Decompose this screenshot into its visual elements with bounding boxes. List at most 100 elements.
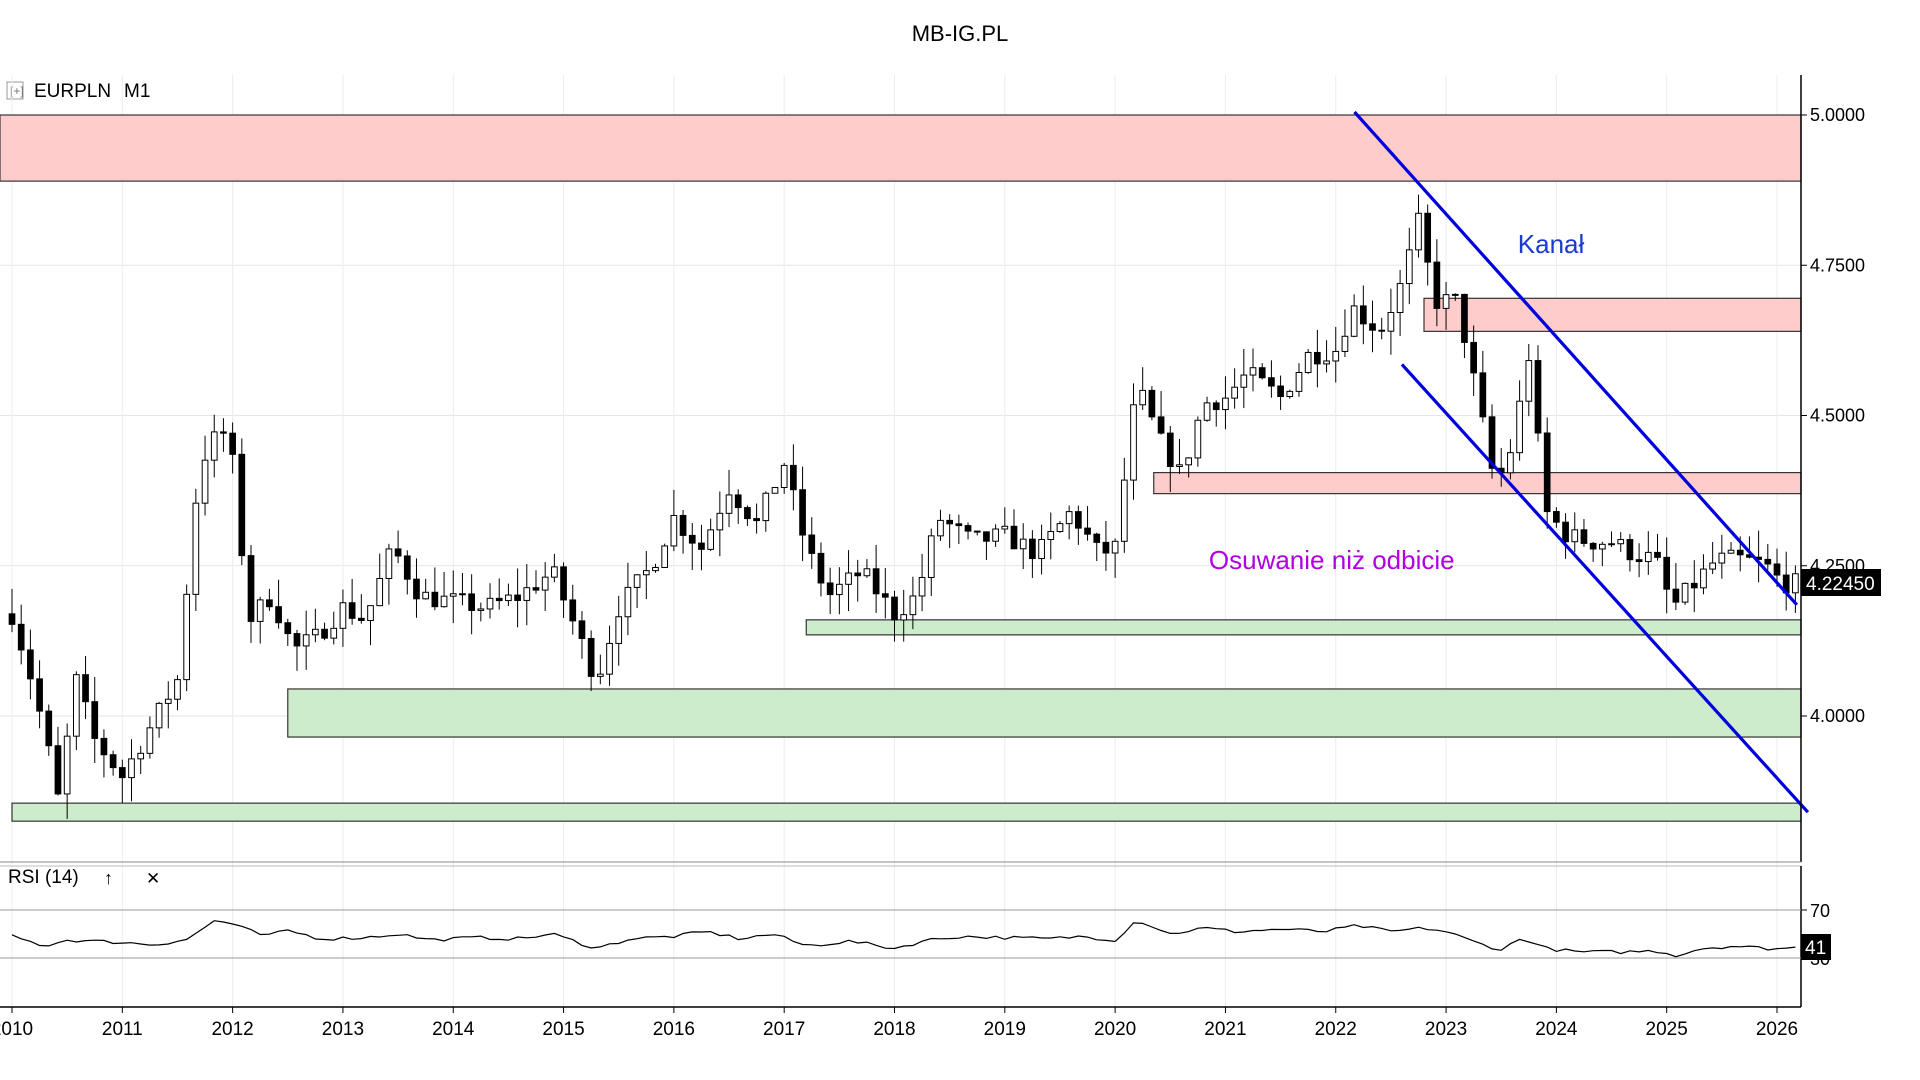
candle-body: [1029, 538, 1036, 560]
rsi-label: RSI (14): [8, 867, 79, 888]
candle-body: [707, 529, 714, 550]
annotation-label: Osuwanie niż odbicie: [1209, 545, 1455, 575]
time-tick-label: 2018: [873, 1019, 915, 1040]
candle-body: [477, 608, 485, 611]
expand-glyph: [+]: [10, 84, 24, 98]
rsi-value-tag: 41: [1801, 934, 1831, 960]
candle-body: [486, 597, 494, 610]
candle-body: [505, 594, 512, 602]
candle-body: [1479, 372, 1487, 418]
candle-body: [118, 767, 126, 779]
candle-body: [541, 576, 549, 591]
candle-body: [1323, 360, 1330, 365]
candle-body: [1718, 552, 1726, 564]
candle-body: [376, 577, 384, 607]
candle-body: [1240, 374, 1248, 388]
candle-body: [1681, 582, 1689, 603]
candle-body: [183, 593, 191, 681]
candle-body: [1396, 283, 1404, 314]
candle-body: [1507, 452, 1514, 474]
close-icon[interactable]: ✕: [146, 869, 160, 888]
candle-body: [17, 623, 25, 651]
candle-body: [54, 745, 62, 795]
candle-body: [137, 752, 145, 760]
candle-body: [1571, 529, 1579, 543]
candle-body: [312, 628, 319, 636]
time-axis-ticks: 2010 2011 2012 2013 2014 2015 2016 2017 2018 2019…: [0, 1007, 1798, 1040]
arrow-up-icon[interactable]: ↑: [104, 868, 113, 888]
candle-body: [716, 512, 724, 531]
resistance-zone: [0, 114, 1802, 182]
last-price-tag: 4.22450: [1801, 569, 1881, 596]
time-tick-label: 2010: [0, 1019, 33, 1040]
candle-body: [1442, 294, 1450, 309]
candle-body: [1663, 556, 1671, 590]
candle-body: [394, 548, 402, 557]
candle-body: [220, 431, 227, 434]
candle-body: [891, 596, 898, 621]
page-title: MB-IG.PL: [911, 21, 1009, 46]
candle-body: [918, 576, 926, 597]
rsi-header: RSI (14) ↑ ✕: [8, 867, 160, 888]
candle-body: [734, 494, 742, 509]
candle-body: [1378, 329, 1386, 332]
candle-body: [1792, 573, 1799, 594]
candle-body: [45, 710, 53, 747]
candle-body: [1690, 582, 1698, 589]
time-tick-label: 2013: [322, 1019, 364, 1040]
candle-body: [1736, 549, 1744, 556]
candle-body: [1176, 464, 1183, 467]
candle-body: [128, 758, 135, 779]
time-tick-label: 2026: [1756, 1019, 1798, 1040]
candle-body: [1111, 540, 1119, 554]
candle-body: [1672, 588, 1680, 603]
candle-body: [551, 566, 558, 578]
candle-body: [1433, 261, 1441, 309]
candle-body: [1598, 543, 1606, 550]
candle-body: [624, 586, 632, 618]
candle-body: [964, 525, 972, 532]
candle-body: [835, 583, 843, 596]
candle-body: [1525, 360, 1533, 402]
candle-body: [1700, 568, 1707, 589]
candle-body: [1709, 562, 1717, 570]
candle-body: [1635, 559, 1643, 563]
candle-body: [1415, 212, 1422, 251]
candle-body: [523, 587, 531, 601]
time-tick-label: 2014: [432, 1019, 475, 1040]
candle-body: [973, 530, 981, 533]
candle-body: [109, 754, 117, 769]
candle-body: [100, 737, 108, 756]
candle-body: [578, 620, 586, 639]
candle-body: [1451, 293, 1459, 296]
candle-body: [440, 595, 448, 608]
candle-body: [808, 534, 816, 554]
candle-body: [357, 617, 365, 621]
candle-body: [633, 574, 641, 588]
candle-body: [385, 548, 393, 579]
rsi-line: [11, 920, 1796, 958]
candle-body: [1212, 402, 1220, 411]
candle-body: [670, 514, 678, 547]
candle-body: [1075, 511, 1082, 529]
candle-body: [1304, 351, 1312, 373]
candle-body: [413, 578, 420, 600]
candle-body: [72, 674, 80, 737]
candle-body: [1295, 371, 1303, 392]
channel-lines: [1353, 110, 1810, 814]
candle-body: [348, 602, 356, 619]
candle-body: [872, 568, 880, 595]
candle-body: [1461, 293, 1468, 343]
candle-body: [1516, 400, 1523, 454]
last-price-label: 4.22450: [1806, 574, 1875, 595]
price-tick-label: 5.0000: [1810, 105, 1865, 125]
annotation-label: Kanał: [1518, 229, 1585, 259]
candle-body: [532, 587, 540, 591]
candle-body: [1277, 385, 1284, 398]
candlestick-series: [8, 194, 1799, 819]
time-tick-label: 2021: [1204, 1019, 1246, 1040]
candle-body: [744, 507, 751, 520]
resistance-zone: [1423, 297, 1802, 332]
expand-icon[interactable]: [6, 81, 24, 100]
